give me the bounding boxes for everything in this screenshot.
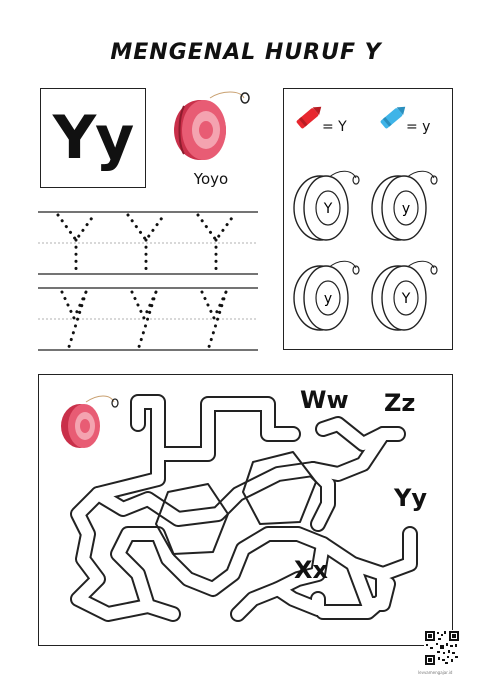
red-key-label: = Y <box>322 119 347 135</box>
maze-letter-xx: Xx <box>294 556 328 584</box>
coloring-yoyo-4[interactable]: Y <box>368 256 440 334</box>
coloring-letter: Y <box>401 291 411 307</box>
maze-letter-ww: Ww <box>300 386 349 414</box>
blue-crayon-icon <box>380 106 406 129</box>
letter-display-box: Yy <box>40 88 146 188</box>
maze-letter-yy: Yy <box>394 484 428 512</box>
maze-yoyo-icon <box>61 395 119 448</box>
coloring-letter: y <box>402 201 410 217</box>
coloring-letter: Y <box>323 201 333 217</box>
coloring-panel <box>283 88 453 350</box>
yoyo-icon <box>174 91 250 160</box>
maze-paths[interactable] <box>38 374 453 646</box>
qr-code-icon <box>424 630 460 666</box>
coloring-yoyo-1[interactable]: Y <box>290 166 362 244</box>
blue-key-label: = y <box>406 119 431 135</box>
qr-caption: levvamengajar.id <box>418 670 453 675</box>
maze-panel <box>38 374 453 646</box>
red-crayon-icon <box>296 106 322 129</box>
picture-word-label: Yoyo <box>193 170 229 188</box>
page-title: MENGENAL HURUF Y <box>110 40 382 65</box>
letter-tracing-area <box>38 211 258 352</box>
maze-letter-zz: Zz <box>384 389 416 417</box>
coloring-yoyo-3[interactable]: y <box>290 256 362 334</box>
coloring-letter: y <box>324 291 332 307</box>
coloring-yoyo-2[interactable]: y <box>368 166 440 244</box>
